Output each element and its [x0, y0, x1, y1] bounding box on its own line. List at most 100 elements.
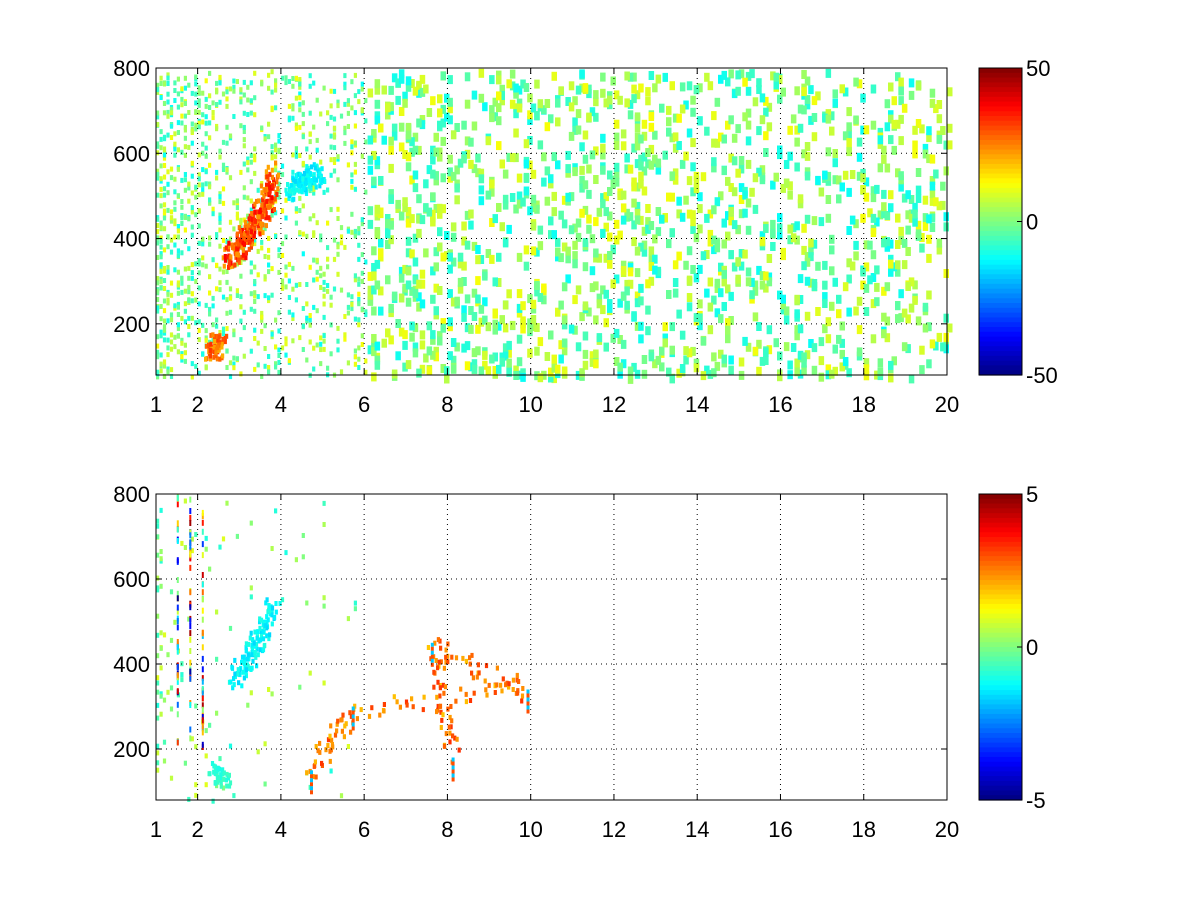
heatmap-cell — [756, 167, 762, 177]
heatmap-feature-cell — [270, 167, 274, 173]
heatmap-cell — [863, 177, 870, 187]
heatmap-cell — [274, 87, 278, 93]
heatmap-feature-cell — [434, 658, 438, 663]
heatmap-cell — [440, 252, 446, 262]
heatmap-cell — [457, 158, 464, 168]
heatmap-cell — [183, 358, 187, 364]
heatmap-cell — [378, 209, 384, 219]
heatmap-streak-cell — [201, 717, 204, 724]
heatmap-cell — [187, 198, 191, 204]
heatmap-cell — [797, 199, 804, 209]
heatmap-feature-cell — [265, 198, 269, 204]
heatmap-cell — [315, 147, 319, 153]
heatmap-cell — [346, 744, 350, 749]
heatmap-cell — [891, 356, 897, 366]
heatmap-feature-cell — [265, 597, 269, 603]
colorbar: 500-50 — [978, 56, 1058, 388]
heatmap-cell — [332, 125, 337, 131]
heatmap-cell — [738, 195, 745, 204]
heatmap-cell — [839, 182, 845, 192]
heatmap-cell — [291, 265, 295, 271]
heatmap-cell — [457, 259, 464, 269]
heatmap-cell — [804, 214, 811, 224]
heatmap-cell — [464, 210, 471, 220]
heatmap-cell — [312, 366, 316, 372]
heatmap-feature-cell — [267, 198, 271, 204]
heatmap-cell — [704, 72, 710, 82]
heatmap-cell — [471, 359, 478, 369]
heatmap-feature-cell — [260, 202, 264, 208]
heatmap-cell — [856, 347, 863, 357]
heatmap-cell — [745, 198, 752, 208]
heatmap-feature-cell — [258, 619, 262, 625]
colorbar-segment — [979, 245, 1022, 251]
heatmap-cell — [541, 283, 547, 293]
heatmap-feature-cell — [291, 187, 295, 193]
heatmap-cell — [759, 356, 766, 366]
colorbar-segment — [979, 694, 1022, 701]
heatmap-cell — [839, 349, 845, 359]
heatmap-feature-cell — [405, 702, 409, 708]
heatmap-cell — [360, 342, 364, 347]
colorbar-segment — [979, 187, 1022, 194]
heatmap-cell — [863, 283, 870, 293]
heatmap-cell — [166, 81, 170, 86]
heatmap-streak-cell — [176, 644, 179, 651]
heatmap-cell — [860, 267, 866, 277]
heatmap-cell — [912, 202, 918, 212]
heatmap-feature-cell — [309, 178, 313, 184]
heatmap-cell — [943, 344, 949, 354]
heatmap-spike-cell — [351, 718, 355, 723]
heatmap-cell — [336, 99, 340, 105]
heatmap-cell — [534, 111, 540, 121]
heatmap-cell — [478, 174, 485, 184]
heatmap-cell — [360, 86, 364, 92]
colorbar-segment — [979, 370, 1022, 376]
heatmap-cell — [627, 212, 634, 222]
heatmap-cell — [801, 105, 807, 115]
heatmap-cell — [607, 299, 613, 308]
heatmap-cell — [197, 192, 201, 198]
heatmap-cell — [156, 240, 160, 246]
heatmap-cell — [280, 278, 285, 284]
heatmap-cell — [353, 169, 357, 175]
heatmap-cell — [607, 211, 613, 221]
heatmap-feature-cell — [316, 748, 320, 754]
heatmap-cell — [215, 232, 219, 238]
heatmap-cell — [346, 292, 350, 298]
heatmap-cell — [874, 297, 880, 307]
heatmap-cell — [208, 241, 212, 247]
heatmap-feature-cell — [442, 743, 447, 749]
heatmap-cell — [797, 324, 804, 334]
heatmap-feature-cell — [253, 629, 257, 635]
heatmap-cell — [888, 267, 894, 277]
heatmap-streak-cell — [176, 590, 179, 597]
heatmap-cell — [194, 320, 198, 326]
heatmap-cell — [187, 315, 191, 321]
heatmap-cell — [215, 286, 219, 292]
heatmap-cell — [603, 253, 609, 263]
heatmap-cell — [752, 346, 759, 356]
heatmap-cell — [381, 338, 387, 348]
heatmap-cell — [423, 353, 429, 363]
heatmap-streak-cell — [176, 618, 179, 624]
heatmap-cell — [156, 680, 160, 686]
heatmap-cell — [700, 336, 707, 346]
heatmap-cell — [221, 186, 226, 192]
heatmap-feature-cell — [382, 708, 386, 714]
heatmap-cell — [634, 90, 641, 100]
heatmap-cell — [763, 347, 769, 357]
heatmap-cell — [156, 87, 160, 93]
heatmap-cell — [322, 680, 326, 686]
colorbar-segment — [979, 594, 1022, 600]
colorbar-segment — [979, 77, 1022, 83]
heatmap-feature-cell — [264, 215, 268, 221]
heatmap-cell — [360, 221, 364, 227]
heatmap-cell — [367, 206, 374, 216]
colorbar-segment — [979, 178, 1022, 184]
heatmap-cell — [440, 173, 446, 183]
heatmap-cell — [572, 240, 578, 250]
heatmap-cell — [253, 241, 257, 247]
heatmap-cell — [371, 342, 377, 352]
heatmap-cell — [322, 338, 326, 344]
